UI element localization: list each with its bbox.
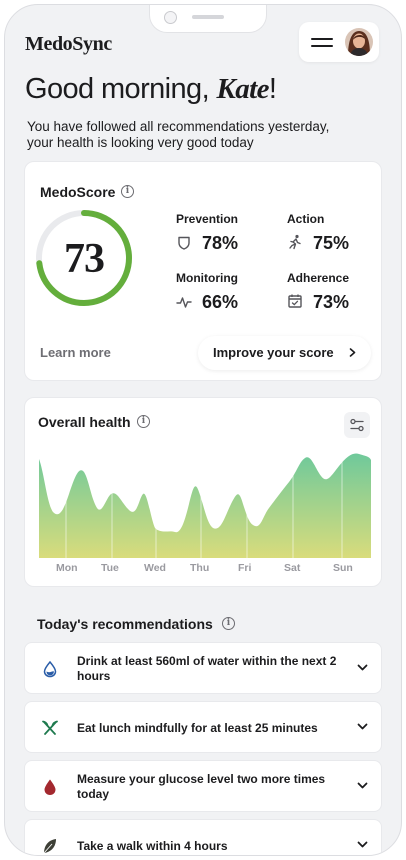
metric-adherence-value: 73% [313, 292, 350, 312]
greeting-name: Kate [216, 73, 270, 105]
day-label-thu: Thu [190, 562, 210, 574]
day-label-sun: Sun [333, 562, 353, 574]
overall-health-card: Overall health i [24, 397, 382, 587]
day-label-wed: Wed [144, 562, 166, 574]
health-area-chart [39, 452, 371, 558]
overall-health-title: Overall health [38, 414, 131, 430]
chevron-down-icon [357, 782, 368, 789]
day-label-sat: Sat [284, 562, 301, 574]
recommendation-text: Measure your glucose level two more time… [77, 772, 326, 801]
health-area [39, 453, 371, 558]
greeting-subtitle: You have followed all recommendations ye… [27, 119, 330, 150]
recommendation-text: Eat lunch mindfully for at least 25 minu… [77, 720, 318, 735]
hamburger-menu-icon[interactable] [311, 35, 333, 49]
recommendation-water[interactable]: Drink at least 560ml of water within the… [24, 642, 382, 694]
metric-action-label: Action [287, 212, 325, 226]
improve-score-button[interactable]: Improve your score [198, 336, 371, 370]
improve-score-label: Improve your score [213, 345, 334, 360]
info-icon[interactable]: i [222, 617, 235, 630]
day-label-mon: Mon [56, 562, 78, 574]
day-label-tue: Tue [101, 562, 119, 574]
metric-monitoring-value: 66% [202, 292, 239, 312]
camera-icon [164, 11, 177, 24]
info-icon[interactable]: i [121, 185, 134, 198]
avatar[interactable] [345, 28, 373, 56]
metric-adherence-label: Adherence [287, 271, 350, 285]
pulse-icon [176, 297, 192, 308]
chevron-down-icon [357, 723, 368, 730]
medoscore-card: MedoScore i 73 Prevention 78% Action 75%… [24, 161, 382, 381]
speaker-grille [192, 15, 224, 19]
recommendation-text: Take a walk within 4 hours [77, 838, 228, 853]
shield-icon [178, 236, 190, 250]
score-value: 73 [64, 236, 105, 282]
metric-action-value: 75% [313, 233, 350, 253]
medoscore-title: MedoScore [40, 184, 116, 200]
water-drop-icon [43, 660, 57, 678]
metric-monitoring-label: Monitoring [176, 271, 238, 285]
greeting-suffix: ! [268, 73, 277, 105]
phone-frame: MedoSync Good morning, Kate! You have fo… [4, 4, 402, 856]
header-actions [299, 22, 379, 62]
chevron-right-icon [349, 348, 356, 357]
metric-prevention-label: Prevention [176, 212, 239, 226]
day-label-fri: Fri [238, 562, 252, 574]
learn-more-link[interactable]: Learn more [40, 345, 111, 360]
chevron-down-icon [357, 664, 368, 671]
recommendation-walk[interactable]: Take a walk within 4 hours [24, 819, 382, 855]
calendar-check-icon [288, 294, 302, 308]
info-icon[interactable]: i [137, 415, 150, 428]
fork-knife-icon [42, 720, 58, 735]
recommendation-text: Drink at least 560ml of water within the… [77, 654, 337, 683]
recommendations-title: Today's recommendations [37, 616, 213, 632]
score-ring [36, 210, 132, 306]
greeting-heading: Good morning, Kate! [25, 73, 277, 106]
chevron-down-icon [357, 841, 368, 848]
blood-drop-icon [44, 779, 56, 795]
recommendation-glucose[interactable]: Measure your glucose level two more time… [24, 760, 382, 812]
running-icon [289, 234, 301, 250]
greeting-prefix: Good morning, [25, 73, 217, 105]
phone-notch [149, 5, 267, 33]
sliders-icon [350, 418, 364, 432]
leaf-icon [43, 839, 56, 854]
app-logo: MedoSync [25, 33, 112, 55]
filter-button[interactable] [344, 412, 370, 438]
metric-prevention-value: 78% [202, 233, 239, 253]
recommendation-lunch[interactable]: Eat lunch mindfully for at least 25 minu… [24, 701, 382, 753]
